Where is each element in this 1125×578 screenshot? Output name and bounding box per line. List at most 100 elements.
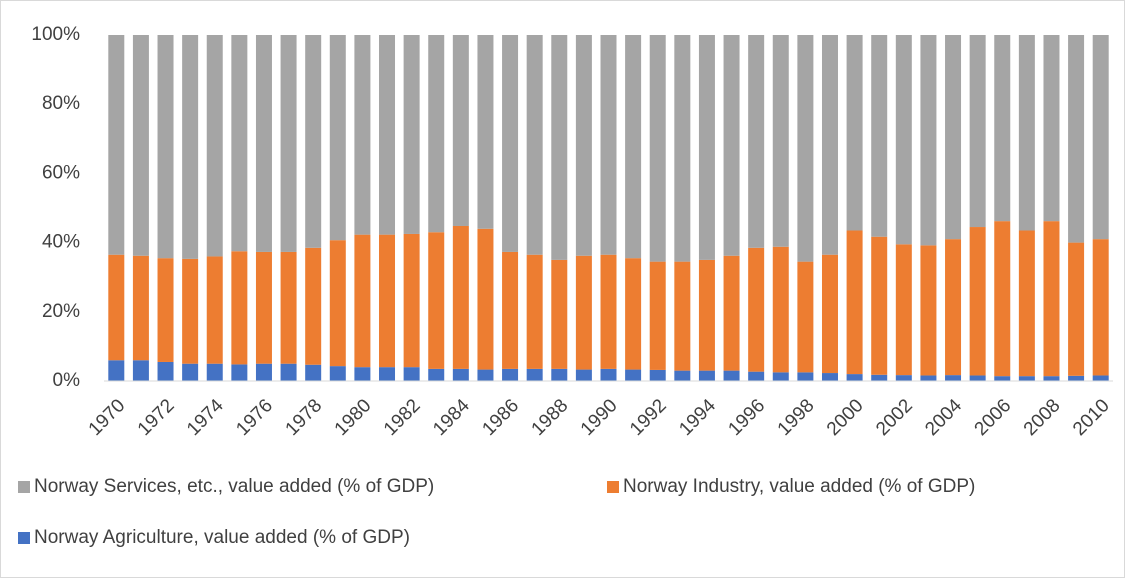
- legend-swatch: [607, 481, 619, 493]
- bar-segment: [182, 35, 199, 259]
- bar-segment: [502, 251, 519, 369]
- bar-segment: [305, 364, 322, 381]
- bar-segment: [649, 369, 666, 381]
- bar-segment: [698, 35, 715, 260]
- bar-segment: [698, 259, 715, 371]
- bar-segment: [182, 258, 199, 364]
- bar-segment: [994, 35, 1011, 222]
- bar-segment: [551, 368, 568, 381]
- legend-label: Norway Agriculture, value added (% of GD…: [34, 527, 410, 548]
- legend-swatch: [18, 532, 30, 544]
- bar-segment: [255, 251, 272, 364]
- bar-segment: [428, 368, 445, 381]
- bar-segment: [821, 35, 838, 255]
- bar-segment: [969, 35, 986, 228]
- bar-segment: [428, 35, 445, 233]
- bar-segment: [575, 35, 592, 256]
- bar-segment: [280, 363, 297, 381]
- bar-segment: [551, 259, 568, 369]
- bar-segment: [329, 240, 346, 367]
- bar-segment: [871, 236, 888, 375]
- bar-segment: [108, 35, 125, 255]
- bar-segment: [477, 228, 494, 370]
- bar-segment: [452, 368, 469, 381]
- legend-swatch: [18, 481, 30, 493]
- bar-segment: [846, 35, 863, 231]
- bar-segment: [477, 35, 494, 229]
- bar-segment: [846, 374, 863, 381]
- bar-segment: [255, 363, 272, 381]
- bar-segment: [772, 246, 789, 373]
- bar-segment: [452, 225, 469, 369]
- bar-segment: [846, 230, 863, 375]
- bar-segment: [723, 255, 740, 371]
- bar-segment: [452, 35, 469, 226]
- bar-segment: [231, 251, 248, 365]
- bar-segment: [1043, 35, 1060, 222]
- bar-segment: [1043, 221, 1060, 377]
- y-tick-label: 40%: [42, 232, 80, 253]
- bar-segment: [969, 375, 986, 381]
- bar-segment: [329, 366, 346, 381]
- bar-segment: [1018, 230, 1035, 377]
- bar-segment: [748, 35, 765, 248]
- bar-segment: [206, 363, 223, 381]
- bar-segment: [1018, 35, 1035, 231]
- bar-segment: [920, 245, 937, 376]
- bar-segment: [698, 370, 715, 381]
- bar-segment: [1018, 376, 1035, 381]
- legend-label: Norway Services, etc., value added (% of…: [34, 476, 434, 497]
- bar-segment: [895, 244, 912, 376]
- bar-segment: [1092, 239, 1109, 376]
- bar-segment: [108, 360, 125, 381]
- bar-segment: [526, 254, 543, 369]
- legend-label: Norway Industry, value added (% of GDP): [623, 476, 975, 497]
- bar-segment: [821, 373, 838, 381]
- bar-segment: [428, 232, 445, 369]
- bar-segment: [1068, 242, 1085, 376]
- bar-segment: [502, 35, 519, 252]
- bar-segment: [575, 255, 592, 370]
- bar-segment: [255, 35, 272, 252]
- bar-segment: [945, 35, 962, 240]
- bar-segment: [674, 370, 691, 381]
- bar-segment: [674, 261, 691, 371]
- bar-segment: [625, 35, 642, 259]
- bar-segment: [157, 258, 174, 362]
- bar-segment: [280, 251, 297, 364]
- bar-segment: [871, 35, 888, 237]
- bar-segment: [575, 369, 592, 381]
- bar-segment: [895, 35, 912, 245]
- bar-segment: [157, 35, 174, 259]
- bar-segment: [551, 35, 568, 260]
- bar-segment: [920, 35, 937, 246]
- bar-segment: [206, 35, 223, 257]
- bar-segment: [379, 35, 396, 235]
- bar-segment: [748, 247, 765, 372]
- bar-segment: [329, 35, 346, 241]
- bar-segment: [1068, 35, 1085, 243]
- bar-segment: [895, 375, 912, 381]
- bar-segment: [403, 367, 420, 381]
- bar-segment: [649, 261, 666, 370]
- bar-segment: [477, 369, 494, 381]
- bar-segment: [600, 254, 617, 369]
- bar-segment: [969, 227, 986, 376]
- bar-segment: [625, 369, 642, 381]
- bar-segment: [600, 35, 617, 255]
- bar-segment: [1068, 375, 1085, 381]
- bar-segment: [920, 375, 937, 381]
- y-tick-label: 100%: [31, 24, 80, 45]
- bar-segment: [132, 35, 149, 256]
- bar-segment: [772, 372, 789, 381]
- y-tick-label: 0%: [53, 370, 81, 391]
- bar-segment: [723, 370, 740, 381]
- bar-segment: [231, 364, 248, 381]
- bar-segment: [526, 35, 543, 255]
- bar-segment: [1043, 376, 1060, 381]
- bar-segment: [206, 256, 223, 364]
- y-tick-label: 60%: [42, 162, 80, 183]
- bar-segment: [305, 247, 322, 365]
- bar-segment: [182, 363, 199, 381]
- bar-segment: [1092, 35, 1109, 240]
